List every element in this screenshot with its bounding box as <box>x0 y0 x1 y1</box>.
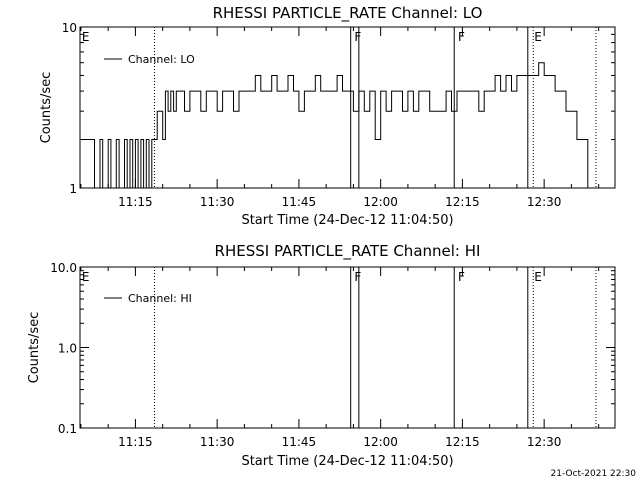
footer-timestamp: 21-Oct-2021 22:30 <box>551 469 637 479</box>
x-tick-label: 11:15 <box>118 195 153 209</box>
event-marker: F <box>354 270 361 284</box>
y-tick-label: 1 <box>69 182 77 196</box>
x-tick-label: 12:00 <box>363 435 398 449</box>
x-tick-label: 11:30 <box>200 435 235 449</box>
chart-panel-1: RHESSI PARTICLE_RATE Channel: LO 1 10 11:15… <box>39 4 616 228</box>
legend-entry: Channel: LO <box>128 53 195 66</box>
event-marker: F <box>354 30 361 44</box>
x-axis-label: Start Time (24-Dec-12 11:04:50) <box>241 213 453 228</box>
legend-entry: Channel: HI <box>128 292 192 305</box>
y-axis-label: Counts/sec <box>27 312 42 384</box>
x-tick-label: 12:30 <box>527 195 562 209</box>
chart-title: RHESSI PARTICLE_RATE Channel: HI <box>215 242 481 261</box>
x-axis-label: Start Time (24-Dec-12 11:04:50) <box>241 454 453 469</box>
x-tick-label: 12:15 <box>445 195 480 209</box>
chart-panel-2: RHESSI PARTICLE_RATE Channel: HI 0.1 1.0 10… <box>27 242 616 469</box>
chart-title: RHESSI PARTICLE_RATE Channel: LO <box>213 4 483 23</box>
event-marker: F <box>458 30 465 44</box>
event-marker: E <box>534 270 542 284</box>
y-axis-label: Counts/sec <box>39 72 54 144</box>
x-tick-label: 11:45 <box>282 195 317 209</box>
y-tick-label: 10.0 <box>50 261 77 275</box>
x-tick-label: 12:00 <box>363 195 398 209</box>
x-tick-label: 12:15 <box>445 435 480 449</box>
y-tick-label: 1.0 <box>58 342 77 356</box>
y-tick-label: 10 <box>62 21 77 35</box>
plot-frame <box>79 26 616 189</box>
event-marker: E <box>82 270 90 284</box>
x-tick-label: 12:30 <box>527 435 562 449</box>
event-marker: E <box>534 30 542 44</box>
x-tick-label: 11:30 <box>200 195 235 209</box>
event-marker: E <box>82 30 90 44</box>
data-series-line <box>80 62 592 189</box>
x-tick-label: 11:15 <box>118 435 153 449</box>
y-tick-label: 0.1 <box>58 422 77 436</box>
x-tick-label: 11:45 <box>282 435 317 449</box>
event-marker: F <box>458 270 465 284</box>
